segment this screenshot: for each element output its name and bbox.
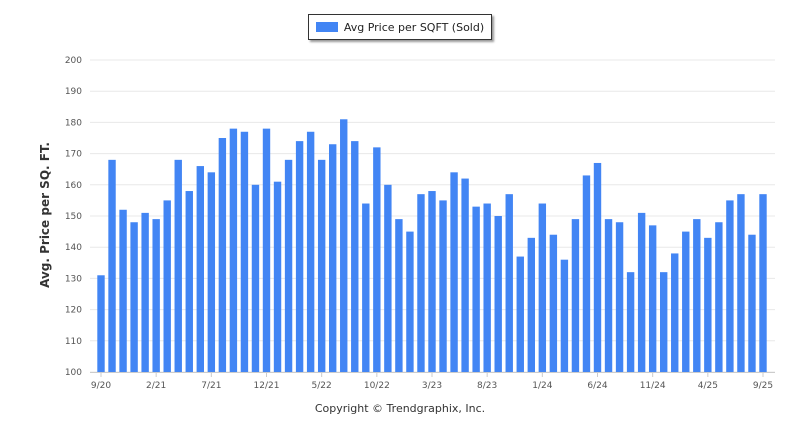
bar-4/23[interactable]	[439, 200, 447, 372]
bar-9/23[interactable]	[494, 216, 502, 372]
x-tick-label: 8/23	[477, 381, 497, 391]
bar-5/21[interactable]	[185, 191, 193, 372]
bar-2/23[interactable]	[417, 194, 425, 372]
bar-8/23[interactable]	[483, 203, 491, 372]
bar-7/21[interactable]	[207, 172, 216, 372]
bar-10/23[interactable]	[505, 194, 513, 372]
bar-6/22[interactable]	[329, 144, 337, 372]
bar-9/22[interactable]	[362, 203, 370, 372]
bar-11/20[interactable]	[119, 209, 127, 372]
y-tick-label: 160	[65, 181, 82, 191]
x-tick-label: 10/22	[364, 381, 390, 391]
y-tick-label: 110	[65, 337, 82, 347]
y-tick-label: 130	[65, 274, 82, 284]
y-tick-label: 150	[65, 212, 82, 222]
bar-7/25[interactable]	[737, 194, 745, 372]
bar-5/24[interactable]	[582, 175, 591, 372]
bar-3/22[interactable]	[295, 141, 304, 372]
bar-7/22[interactable]	[340, 119, 348, 372]
bar-8/21[interactable]	[218, 138, 227, 372]
x-tick-label: 1/24	[532, 381, 552, 391]
y-tick-label: 100	[65, 368, 82, 378]
bar-6/25[interactable]	[726, 200, 734, 372]
x-tick-label: 2/21	[146, 381, 166, 391]
bar-6/24[interactable]	[593, 162, 602, 372]
bar-11/22[interactable]	[384, 184, 392, 372]
bar-1/23[interactable]	[406, 231, 414, 372]
bar-3/24[interactable]	[560, 259, 569, 372]
bar-2/21[interactable]	[152, 219, 160, 372]
bar-1/24[interactable]	[538, 203, 547, 372]
bar-8/25[interactable]	[748, 234, 756, 372]
x-tick-label: 9/25	[753, 381, 773, 391]
bar-6/23[interactable]	[461, 178, 469, 372]
legend[interactable]: Avg Price per SQFT (Sold)	[308, 14, 492, 40]
y-tick-label: 180	[65, 118, 82, 128]
bar-9/24[interactable]	[626, 272, 635, 372]
x-tick-label: 12/21	[254, 381, 280, 391]
x-tick-label: 9/20	[91, 381, 111, 391]
bar-12/20[interactable]	[130, 222, 138, 372]
bar-2/24[interactable]	[549, 234, 558, 372]
bar-12/22[interactable]	[395, 219, 403, 372]
bar-3/25[interactable]	[693, 219, 701, 372]
bar-6/21[interactable]	[196, 166, 204, 372]
bar-9/20[interactable]	[97, 275, 105, 372]
bar-12/21[interactable]	[262, 128, 271, 372]
bar-10/24[interactable]	[637, 212, 646, 372]
bar-4/22[interactable]	[306, 131, 315, 372]
bar-7/24[interactable]	[604, 219, 613, 372]
bar-3/21[interactable]	[163, 200, 171, 372]
bar-10/20[interactable]	[108, 159, 116, 372]
bar-10/22[interactable]	[373, 147, 381, 372]
copyright: Copyright © Trendgraphix, Inc.	[314, 402, 486, 415]
y-tick-label: 170	[65, 150, 82, 160]
bar-5/23[interactable]	[450, 172, 458, 372]
bar-9/25[interactable]	[759, 194, 767, 372]
bar-4/25[interactable]	[704, 237, 712, 372]
bar-4/24[interactable]	[571, 219, 580, 372]
x-tick-label: 7/21	[201, 381, 221, 391]
bar-11/23[interactable]	[516, 256, 524, 372]
bar-4/21[interactable]	[174, 159, 182, 372]
bar-11/24[interactable]	[648, 225, 657, 372]
bar-1/21[interactable]	[141, 212, 149, 372]
bar-1/22[interactable]	[273, 181, 282, 372]
y-tick-label: 140	[65, 243, 82, 253]
bar-2/25[interactable]	[682, 231, 690, 372]
bar-7/23[interactable]	[472, 206, 480, 372]
y-axis-label: Avg. Price per SQ. FT.	[38, 142, 52, 288]
x-tick-label: 5/22	[312, 381, 332, 391]
bar-8/22[interactable]	[351, 141, 359, 372]
legend-swatch	[315, 22, 338, 32]
y-tick-label: 120	[65, 306, 82, 316]
x-tick-label: 11/24	[640, 381, 666, 391]
y-tick-label: 190	[65, 87, 82, 97]
bar-9/21[interactable]	[229, 128, 238, 372]
bar-10/21[interactable]	[240, 131, 249, 372]
y-tick-label: 200	[65, 56, 82, 66]
bar-8/24[interactable]	[615, 222, 624, 372]
x-tick-label: 4/25	[698, 381, 718, 391]
bar-5/22[interactable]	[317, 159, 326, 372]
x-tick-label: 3/23	[422, 381, 442, 391]
bar-3/23[interactable]	[428, 191, 436, 372]
legend-label: Avg Price per SQFT (Sold)	[343, 20, 485, 34]
bar-11/21[interactable]	[251, 184, 260, 372]
bar-5/25[interactable]	[715, 222, 723, 372]
bar-12/23[interactable]	[527, 237, 535, 372]
bar-1/25[interactable]	[671, 253, 679, 372]
x-tick-label: 6/24	[587, 381, 607, 391]
bar-2/22[interactable]	[284, 159, 293, 372]
bar-12/24[interactable]	[660, 272, 668, 372]
